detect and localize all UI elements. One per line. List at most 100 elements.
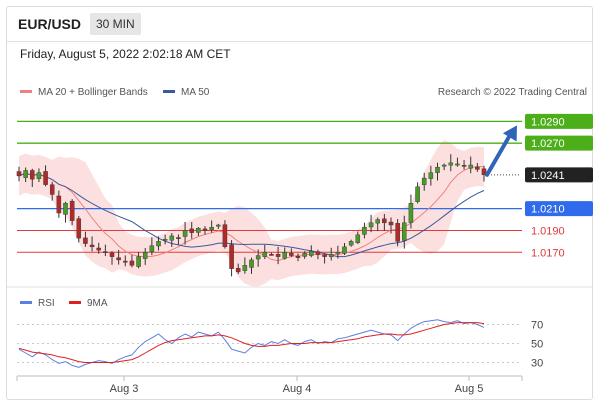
timeframe-badge[interactable]: 30 MIN: [90, 13, 141, 35]
candle-body: [262, 252, 268, 257]
candle-body: [23, 170, 28, 178]
x-axis: Aug 3 Aug 4 Aug 5: [16, 375, 523, 395]
candle: [455, 157, 460, 167]
candle: [249, 257, 254, 274]
chart-header: EUR/USD 30 MIN: [7, 7, 592, 42]
candle: [289, 248, 294, 258]
candle-body: [116, 257, 121, 261]
forecast-arrow-layer: [485, 125, 517, 177]
candle-body: [182, 230, 188, 237]
candle-body: [156, 241, 161, 247]
candle-body: [83, 237, 88, 244]
candle-body: [76, 218, 82, 239]
candle-body: [242, 265, 248, 271]
legend-swatch-ma20: [20, 90, 32, 93]
legend-label-9ma: 9MA: [87, 298, 108, 309]
candle: [435, 162, 440, 181]
candle-body: [355, 234, 361, 243]
candle-body: [123, 260, 128, 263]
candle: [428, 165, 434, 186]
candle: [43, 165, 48, 187]
candle: [315, 249, 321, 260]
candle: [89, 236, 95, 252]
candle-body: [30, 170, 35, 180]
candle-body: [415, 186, 420, 202]
candle: [36, 168, 42, 183]
candle: [309, 245, 314, 258]
candle-body: [342, 246, 347, 254]
rsi-ma9-line: [18, 322, 485, 363]
candle: [242, 257, 248, 274]
candle: [302, 251, 307, 259]
candle-body: [375, 219, 380, 224]
candle-body: [395, 223, 400, 242]
candle-body: [435, 166, 440, 173]
candle-body: [222, 224, 228, 248]
candle: [109, 251, 115, 265]
candle: [176, 234, 181, 246]
timestamp: Friday, August 5, 2022 2:02:18 AM CET: [20, 47, 231, 61]
candle: [182, 221, 188, 245]
candle-body: [109, 252, 115, 257]
level-label-1-0170: 1.0170: [531, 247, 565, 259]
candle: [216, 223, 221, 230]
candle: [76, 216, 82, 243]
candle-body: [335, 252, 341, 254]
candle-body: [362, 226, 367, 235]
candle-body: [322, 254, 327, 257]
x-tick-label: Aug 3: [110, 383, 139, 395]
candle: [23, 167, 28, 183]
candle-body: [229, 244, 234, 269]
candle: [408, 194, 414, 229]
legend-label-ma50: MA 50: [181, 87, 210, 98]
price-legend: MA 20 + Bollinger Bands MA 50 Research ©…: [20, 87, 587, 98]
candle-body: [448, 162, 454, 166]
candle: [156, 236, 161, 251]
candle: [448, 154, 454, 172]
candle: [362, 222, 367, 239]
candle-body: [295, 255, 301, 258]
candle-body: [255, 255, 261, 260]
candle-body: [202, 228, 208, 231]
candle-body: [302, 253, 307, 257]
forecast-arrow-shaft: [485, 131, 513, 177]
candle-body: [149, 245, 155, 252]
candle: [441, 163, 447, 171]
candle-body: [162, 238, 168, 241]
candle: [96, 242, 101, 254]
candle-body: [49, 184, 55, 195]
candle: [229, 240, 234, 277]
candle: [49, 181, 55, 201]
candle-body: [56, 195, 62, 214]
level-label-1-0241: 1.0241: [531, 170, 565, 182]
candle: [30, 168, 35, 187]
candle-body: [235, 268, 241, 273]
rsi-tick-label-30: 30: [531, 358, 543, 370]
candle-body: [441, 164, 447, 167]
candle-body: [69, 200, 75, 221]
level-label-1-0270: 1.0270: [531, 138, 565, 150]
candle: [375, 217, 380, 232]
candle: [149, 237, 155, 256]
rsi-legend: RSI 9MA: [20, 298, 108, 309]
candle: [335, 245, 341, 259]
candle-body: [468, 164, 473, 169]
x-tick-label: Aug 4: [283, 383, 312, 395]
candle: [461, 160, 467, 170]
candle: [322, 253, 327, 264]
x-tick-label: Aug 5: [455, 383, 484, 395]
candle-body: [455, 163, 460, 166]
candle: [481, 165, 487, 182]
candle: [388, 217, 394, 234]
candle: [475, 162, 480, 172]
candle-body: [136, 256, 141, 267]
level-tag-1-0270: [525, 135, 593, 151]
candle: [136, 252, 141, 269]
candle-body: [142, 252, 148, 259]
candle: [69, 199, 75, 226]
candle: [275, 246, 281, 265]
candle-body: [461, 165, 467, 167]
candles: [16, 154, 487, 277]
candle: [103, 244, 108, 257]
